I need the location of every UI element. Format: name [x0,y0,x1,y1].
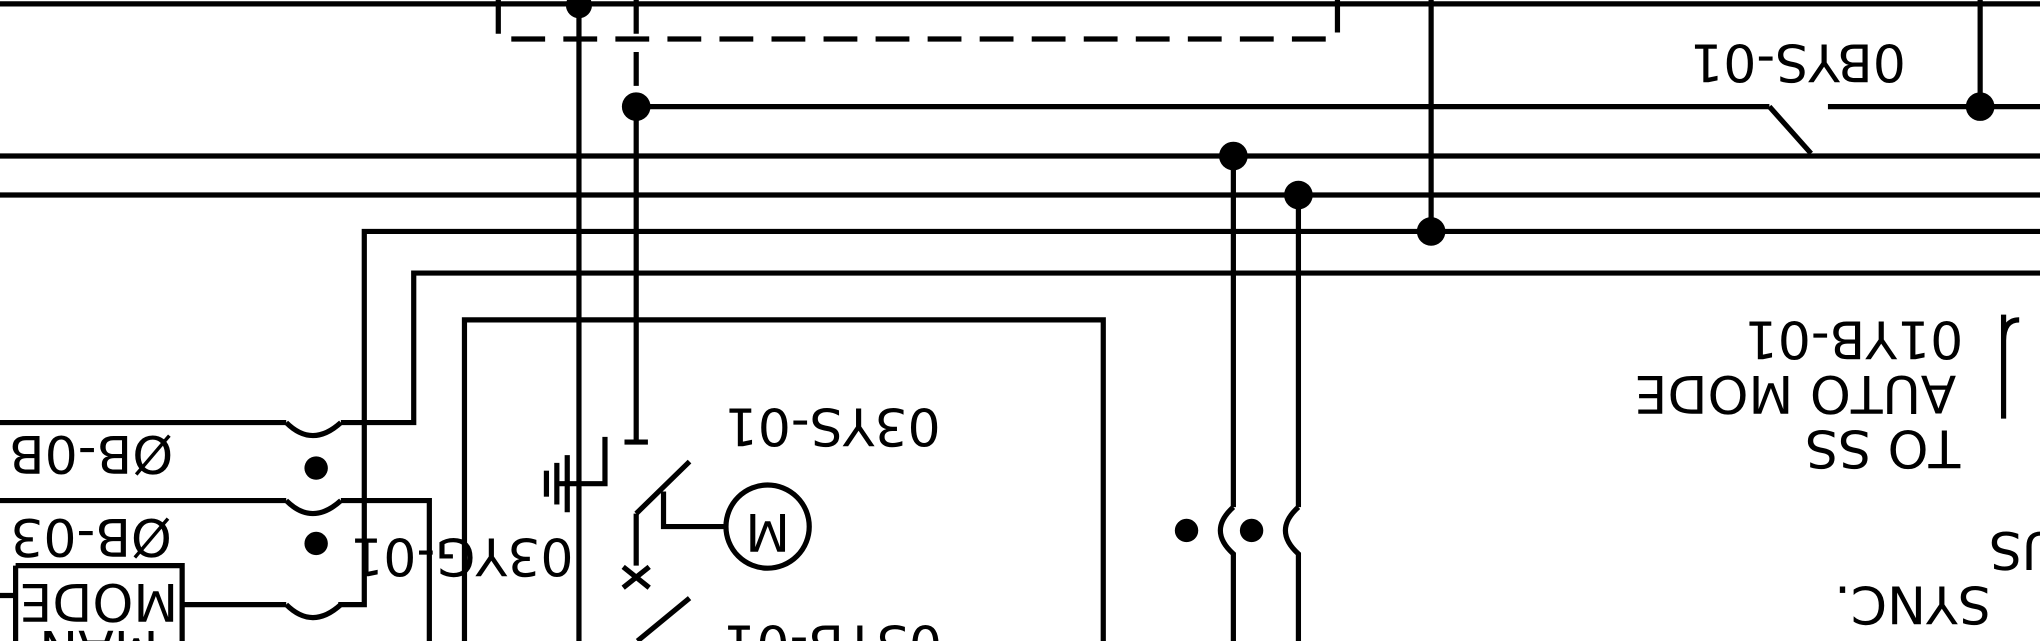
label: AUTO MODE [1635,363,1957,423]
label: ØB-03 [10,506,172,566]
label: MAN [39,618,158,641]
motor-label: M [745,501,790,561]
label: MODE [19,571,178,631]
label: 0BYS-01 [1690,32,1906,92]
labels: 0BYS-01 03YS-01 03YG-01 03YB-01 01YB-01 … [9,32,2040,641]
label: 01YB-01 [1745,308,1964,368]
label: 03YB-01 [723,613,942,641]
junctions [304,0,1995,556]
label: ØB-0B [9,423,173,483]
label: 03YG-01 [350,526,573,586]
label: 03YS-01 [725,396,941,456]
label: US [1989,519,2040,579]
label: TO SS [1805,418,1961,478]
label: SYNC. [1834,574,1991,634]
